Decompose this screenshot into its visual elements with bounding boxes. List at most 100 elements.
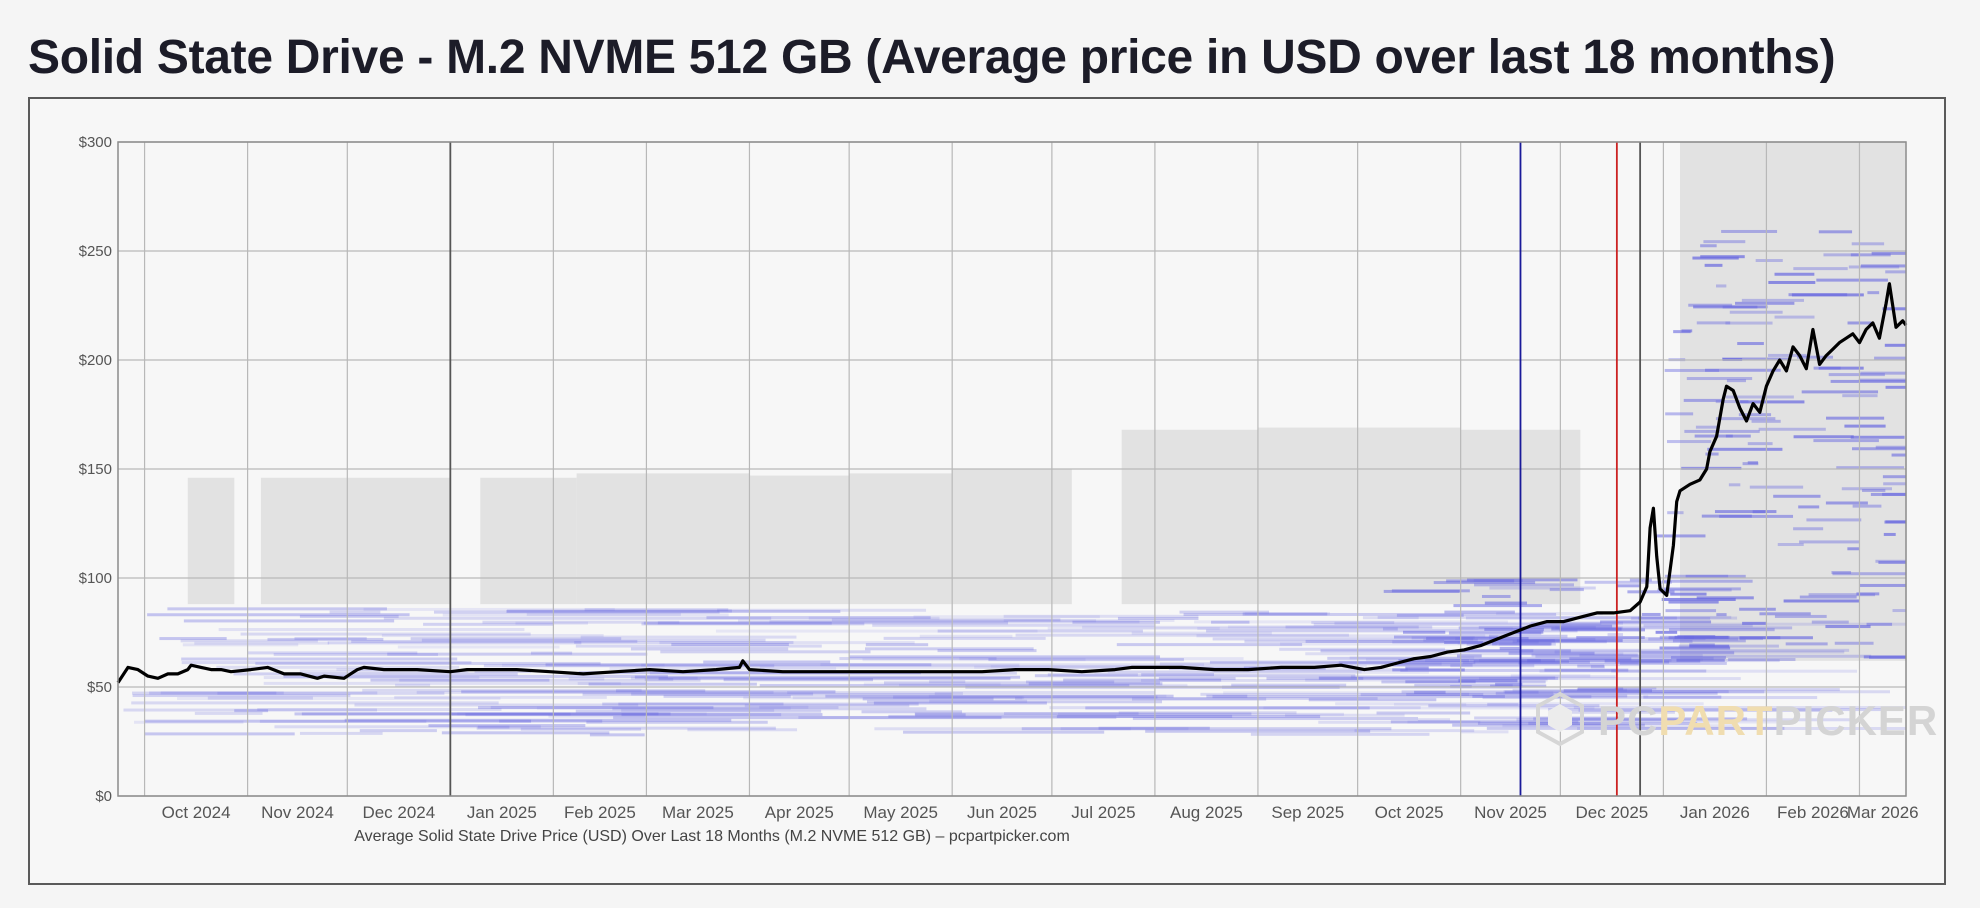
retailer-price-dash bbox=[397, 645, 560, 649]
retailer-price-dash bbox=[1117, 616, 1199, 620]
retailer-price-dash bbox=[1559, 628, 1646, 632]
retailer-price-dash bbox=[1554, 650, 1845, 654]
retailer-price-dash bbox=[1851, 242, 1885, 246]
retailer-price-dash bbox=[1826, 416, 1885, 420]
retailer-price-dash bbox=[641, 622, 865, 626]
retailer-price-dash bbox=[132, 691, 277, 695]
retailer-price-dash bbox=[1527, 659, 1541, 663]
retailer-price-dash bbox=[1448, 631, 1542, 635]
retailer-price-dash bbox=[1884, 520, 1906, 524]
retailer-price-dash bbox=[873, 701, 1047, 705]
retailer-price-dash bbox=[1797, 355, 1834, 359]
pcpartpicker-watermark: PCPARTPICKER bbox=[1536, 691, 1937, 747]
retailer-price-dash bbox=[1444, 610, 1515, 614]
retailer-price-dash bbox=[1308, 698, 1437, 702]
retailer-price-dash bbox=[1510, 674, 1591, 678]
retailer-price-dash bbox=[477, 725, 510, 729]
retailer-price-dash bbox=[1472, 694, 1505, 698]
retailer-price-dash bbox=[530, 651, 573, 655]
retailer-price-dash bbox=[568, 677, 605, 681]
retailer-price-dash bbox=[1338, 661, 1476, 665]
retailer-price-dash bbox=[1700, 244, 1717, 248]
retailer-price-dash bbox=[1569, 657, 1632, 661]
retailer-price-dash bbox=[183, 619, 395, 623]
retailer-price-dash bbox=[1212, 695, 1592, 699]
retailer-price-dash bbox=[861, 710, 963, 714]
price-band bbox=[576, 473, 647, 605]
retailer-price-dash bbox=[1414, 683, 1513, 687]
retailer-price-dash bbox=[865, 643, 929, 647]
retailer-price-dash bbox=[575, 644, 822, 648]
retailer-price-dash bbox=[1508, 651, 1595, 655]
retailer-price-dash bbox=[1774, 614, 1827, 618]
retailer-price-dash bbox=[1425, 659, 1780, 663]
retailer-price-dash bbox=[1098, 726, 1210, 730]
retailer-price-dash bbox=[545, 663, 932, 667]
retailer-price-dash bbox=[1462, 661, 1639, 665]
retailer-price-dash bbox=[329, 610, 381, 614]
retailer-price-dash bbox=[1773, 494, 1821, 498]
retailer-price-dash bbox=[1576, 636, 1645, 640]
retailer-price-dash bbox=[536, 706, 791, 710]
retailer-price-dash bbox=[1793, 527, 1824, 531]
retailer-price-dash bbox=[1768, 353, 1807, 357]
retailer-price-dash bbox=[1478, 625, 1596, 629]
retailer-price-dash bbox=[1423, 638, 1478, 642]
retailer-price-dash bbox=[1458, 679, 1518, 683]
x-tick-label: Jul 2025 bbox=[1071, 803, 1135, 822]
retailer-price-dash bbox=[1672, 639, 1746, 643]
retailer-price-dash bbox=[1735, 301, 1795, 305]
x-tick-label: Mar 2025 bbox=[662, 803, 734, 822]
retailer-price-dash bbox=[1305, 639, 1693, 643]
retailer-price-dash bbox=[1811, 620, 1849, 624]
x-tick-label: Dec 2024 bbox=[362, 803, 435, 822]
retailer-price-dash bbox=[1015, 633, 1349, 637]
retailer-price-dash bbox=[1021, 727, 1392, 731]
retailer-price-dash bbox=[1469, 658, 1556, 662]
retailer-price-dash bbox=[194, 711, 263, 715]
retailer-price-dash bbox=[1742, 462, 1759, 466]
retailer-price-dash bbox=[1428, 704, 1600, 708]
retailer-price-dash bbox=[899, 683, 1188, 687]
retailer-price-dash bbox=[1856, 592, 1880, 596]
retailer-price-dash bbox=[588, 682, 757, 686]
y-tick-label: $200 bbox=[79, 352, 112, 369]
price-history-chart: PCPARTPICKER $0 $50 $100 $150 $200 $250 $300 O… bbox=[79, 134, 1938, 845]
retailer-price-dash bbox=[1686, 377, 1753, 381]
retailer-price-dash bbox=[1206, 629, 1578, 633]
retailer-price-dash bbox=[1739, 636, 1813, 640]
x-tick-label: Feb 2026 bbox=[1777, 803, 1849, 822]
retailer-price-dash bbox=[370, 678, 550, 682]
retailer-price-dash bbox=[1489, 586, 1596, 590]
retailer-price-dash bbox=[1433, 581, 1536, 585]
y-tick-label: $0 bbox=[95, 788, 112, 805]
retailer-price-dash bbox=[1689, 643, 1715, 647]
retailer-price-dash bbox=[1664, 368, 1720, 372]
retailer-price-dash bbox=[644, 678, 674, 682]
retailer-price-dash bbox=[1530, 621, 1623, 625]
retailer-price-dash bbox=[1456, 654, 1482, 658]
retailer-price-dash bbox=[630, 647, 789, 651]
retailer-price-dash bbox=[1823, 253, 1859, 257]
retailer-price-dash bbox=[1528, 721, 1698, 725]
retailer-price-dash bbox=[1377, 615, 1732, 619]
retailer-price-dash bbox=[1305, 678, 1548, 682]
retailer-price-dash bbox=[1831, 570, 1852, 574]
retailer-price-dash bbox=[1719, 514, 1794, 518]
retailer-price-dash bbox=[769, 620, 1140, 624]
average-price-series bbox=[116, 282, 1908, 684]
retailer-price-dash bbox=[423, 622, 554, 626]
retailer-price-dash bbox=[1850, 253, 1891, 257]
retailer-price-dash bbox=[1578, 708, 1833, 712]
retailer-price-dash bbox=[1813, 439, 1879, 443]
retailer-price-dash bbox=[1094, 670, 1429, 674]
retailer-price-dash bbox=[1531, 653, 1638, 657]
retailer-price-dash bbox=[1844, 424, 1886, 428]
retailer-price-dash bbox=[1874, 356, 1906, 360]
price-band bbox=[749, 475, 850, 605]
retailer-price-dash bbox=[1641, 651, 1735, 655]
retailer-price-dash bbox=[1716, 613, 1727, 617]
retailer-price-dash bbox=[1266, 676, 1364, 680]
retailer-price-dash bbox=[1728, 483, 1741, 487]
retailer-price-dash bbox=[612, 707, 927, 711]
